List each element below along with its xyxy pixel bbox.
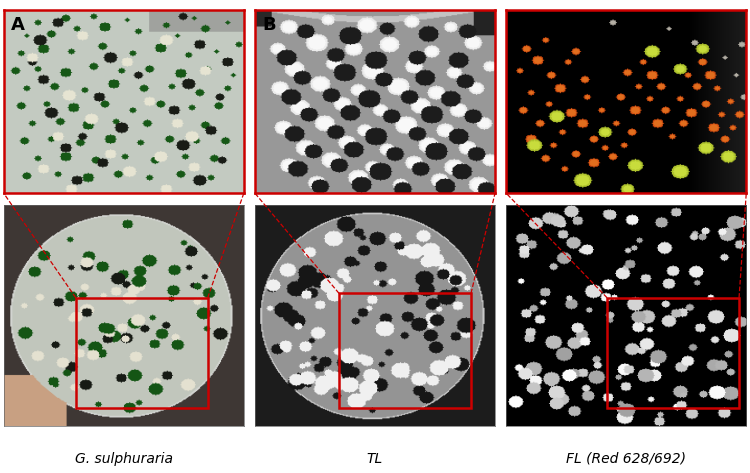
Text: B: B <box>262 16 276 34</box>
Bar <box>76 298 208 408</box>
Text: A: A <box>11 16 25 34</box>
Text: G. sulphuraria: G. sulphuraria <box>75 452 172 466</box>
Text: C: C <box>514 16 526 34</box>
Bar <box>339 293 471 408</box>
Bar <box>607 298 739 408</box>
Text: FL (Red 628/692): FL (Red 628/692) <box>566 452 686 466</box>
Text: TL: TL <box>367 452 383 466</box>
